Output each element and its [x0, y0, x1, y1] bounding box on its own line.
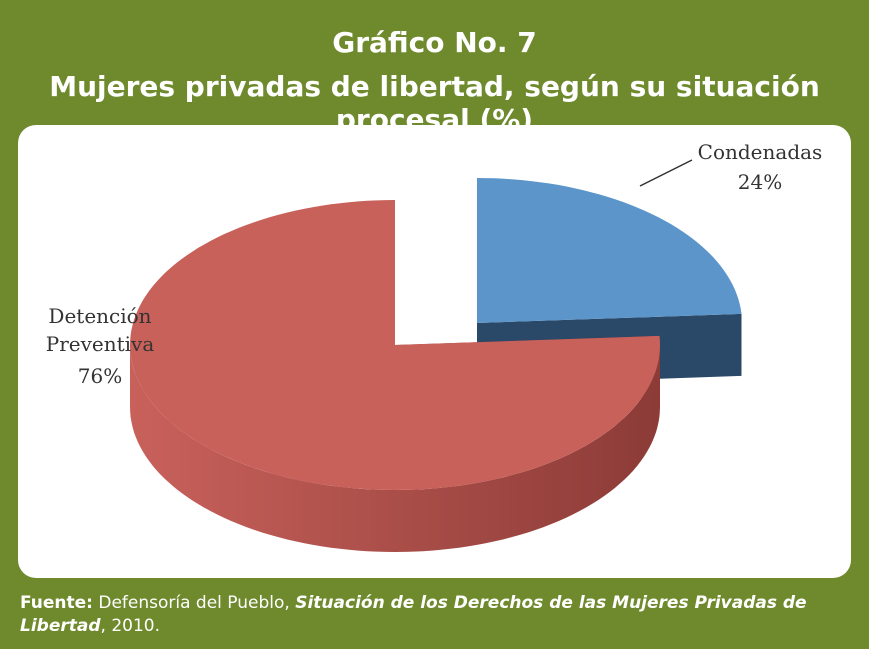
pie-slice	[477, 178, 742, 323]
source-label: Fuente:	[20, 593, 93, 613]
source-author: Defensoría del Pueblo,	[98, 593, 290, 613]
chart-subtitle: Mujeres privadas de libertad, según su s…	[49, 70, 820, 136]
slice-label: Detención Preventiva	[45, 304, 155, 356]
value-label: 24%	[737, 170, 783, 194]
pie-slice	[130, 200, 660, 490]
value-label: 76%	[77, 364, 123, 388]
leader-line	[639, 159, 693, 187]
source-note: Fuente: Defensoría del Pueblo, Situación…	[20, 592, 855, 638]
source-work: Situación de los Derechos de las Mujeres…	[20, 593, 807, 636]
slice-label: Condenadas	[697, 140, 823, 164]
chart-title: Gráfico No. 7	[332, 26, 537, 59]
source-year: , 2010.	[100, 616, 160, 636]
slice-side	[130, 345, 660, 552]
